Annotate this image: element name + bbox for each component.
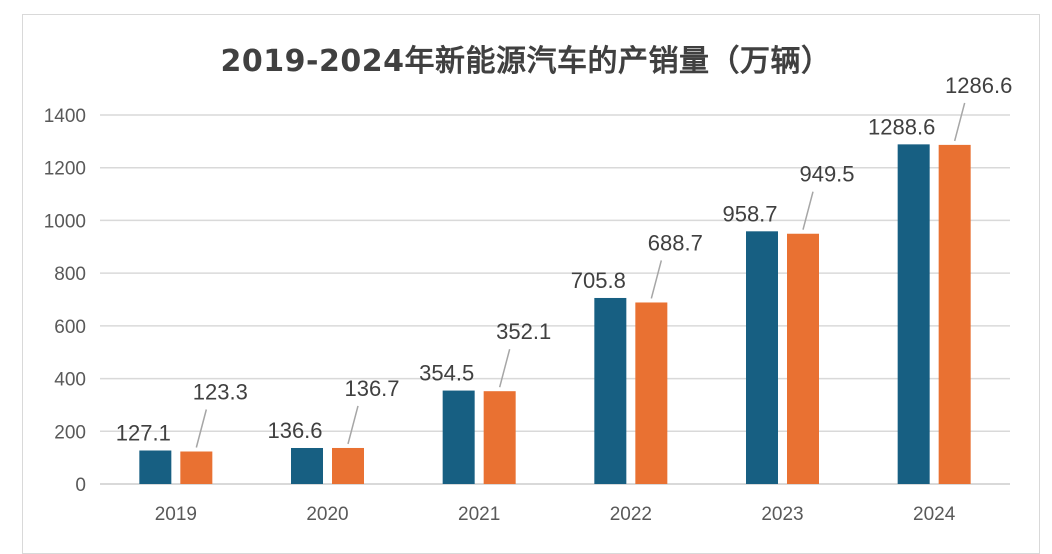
bar-1: [442, 390, 475, 484]
data-label: 1286.6: [945, 73, 1012, 98]
data-label: 127.1: [116, 421, 171, 446]
x-tick-label: 2023: [761, 504, 803, 525]
x-tick-label: 2022: [610, 504, 652, 525]
data-label: 123.3: [193, 380, 248, 405]
bar-1: [746, 231, 778, 484]
data-label: 136.7: [344, 376, 399, 401]
leader-line: [195, 409, 208, 448]
bar-1: [139, 450, 172, 484]
leader-line: [953, 102, 966, 142]
x-tick-label: 2019: [155, 504, 197, 525]
chart-title: 2019-2024年新能源汽车的产销量（万辆）: [220, 44, 832, 79]
y-tick-label: 600: [54, 317, 86, 338]
y-tick-label: 400: [54, 370, 86, 391]
bar-2: [180, 451, 213, 484]
bar-2: [787, 233, 819, 484]
data-label: 688.7: [648, 230, 703, 255]
y-tick-label: 1200: [44, 159, 86, 180]
leader-line: [802, 191, 814, 230]
x-tick-label: 2024: [913, 504, 956, 525]
data-label: 354.5: [419, 361, 474, 386]
y-tick-label: 200: [54, 422, 86, 443]
data-label: 949.5: [799, 162, 854, 187]
x-tick-label: 2021: [458, 504, 500, 525]
data-label: 705.8: [571, 268, 626, 293]
leader-line: [347, 405, 359, 445]
bar-1: [594, 297, 627, 484]
leader-line: [498, 349, 511, 388]
bar-2: [483, 391, 516, 484]
y-tick-label: 1000: [44, 211, 86, 232]
data-label: 958.7: [722, 201, 777, 226]
y-tick-label: 800: [54, 264, 86, 285]
x-tick-label: 2020: [306, 504, 348, 525]
bar-2: [332, 447, 364, 484]
bar-2: [938, 144, 971, 484]
y-tick-label: 1400: [44, 106, 86, 127]
data-label: 1288.6: [868, 114, 935, 139]
bar-chart: 0 200 400 600 800 1000 1200 1400 2019 127.1 123.3 2…: [44, 73, 1013, 525]
y-tick-label: 0: [75, 475, 86, 496]
leader-line: [650, 260, 663, 299]
data-label: 352.1: [496, 319, 551, 344]
data-label: 136.6: [267, 418, 322, 443]
bar-1: [897, 144, 930, 484]
bar-2: [635, 302, 668, 484]
bar-1: [291, 447, 323, 484]
